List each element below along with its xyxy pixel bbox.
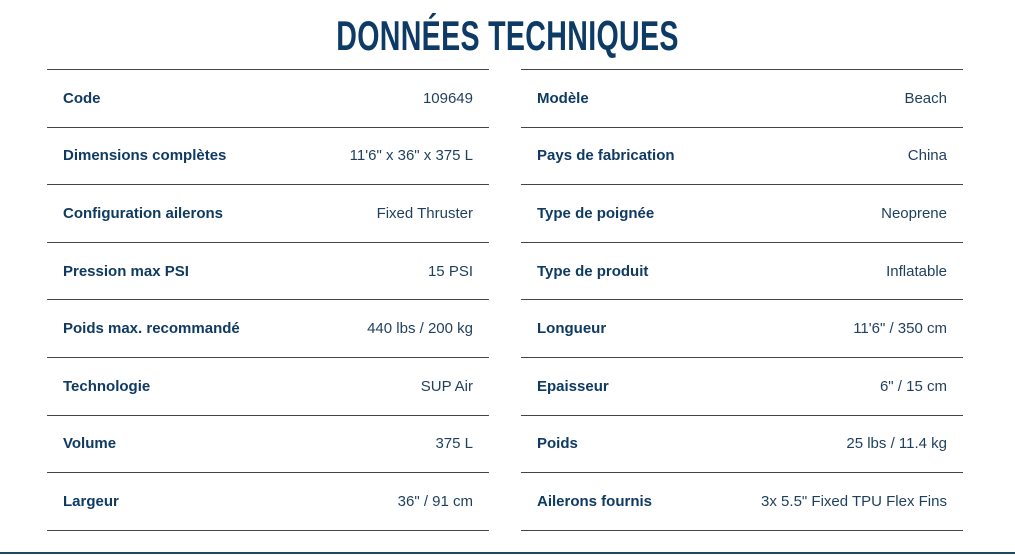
spec-row: Longueur 11'6" / 350 cm bbox=[521, 300, 963, 358]
spec-label: Longueur bbox=[537, 320, 607, 338]
spec-row: Modèle Beach bbox=[521, 70, 963, 128]
spec-row: Largeur 36" / 91 cm bbox=[47, 473, 489, 531]
spec-value: SUP Air bbox=[420, 377, 473, 395]
spec-label: Largeur bbox=[63, 492, 119, 510]
spec-label: Epaisseur bbox=[537, 377, 609, 395]
spec-label: Dimensions complètes bbox=[63, 147, 227, 165]
spec-value: 25 lbs / 11.4 kg bbox=[846, 435, 947, 453]
spec-label: Poids bbox=[537, 435, 578, 453]
spec-row: Dimensions complètes 11'6" x 36" x 375 L bbox=[47, 128, 489, 186]
spec-value: Inflatable bbox=[886, 262, 947, 280]
spec-value: 375 L bbox=[435, 435, 473, 453]
spec-table: Modèle Beach Pays de fabrication China Type … bbox=[521, 69, 963, 531]
spec-value: Beach bbox=[904, 89, 947, 107]
spec-label: Type de poignée bbox=[537, 204, 655, 222]
spec-row: Poids max. recommandé 440 lbs / 200 kg bbox=[47, 300, 489, 358]
spec-label: Type de produit bbox=[537, 262, 649, 280]
spec-row: Code 109649 bbox=[47, 70, 489, 128]
spec-label: Modèle bbox=[537, 89, 589, 107]
spec-row: Volume 375 L bbox=[47, 416, 489, 474]
spec-label: Volume bbox=[63, 435, 117, 453]
spec-value: 11'6" / 350 cm bbox=[853, 320, 947, 338]
spec-label: Configuration ailerons bbox=[63, 204, 224, 222]
spec-label: Poids max. recommandé bbox=[63, 320, 240, 338]
spec-row: Pays de fabrication China bbox=[521, 128, 963, 186]
spec-row: Pression max PSI 15 PSI bbox=[47, 243, 489, 301]
spec-value: 15 PSI bbox=[427, 262, 473, 280]
spec-value: 36" / 91 cm bbox=[397, 492, 473, 510]
spec-row: Type de poignée Neoprene bbox=[521, 185, 963, 243]
spec-row: Configuration ailerons Fixed Thruster bbox=[47, 185, 489, 243]
spec-row: Ailerons fournis 3x 5.5" Fixed TPU Flex F… bbox=[521, 473, 963, 531]
spec-label: Ailerons fournis bbox=[537, 492, 653, 510]
spec-value: Fixed Thruster bbox=[376, 204, 473, 222]
spec-row: Type de produit Inflatable bbox=[521, 243, 963, 301]
spec-value: China bbox=[907, 147, 947, 165]
spec-table: Code 109649 Dimensions complètes 11'6" x 36… bbox=[47, 69, 489, 531]
spec-value: 6" / 15 cm bbox=[879, 377, 947, 395]
spec-label: Pression max PSI bbox=[63, 262, 189, 280]
spec-row: Poids 25 lbs / 11.4 kg bbox=[521, 416, 963, 474]
spec-value: 3x 5.5" Fixed TPU Flex Fins bbox=[761, 492, 947, 510]
spec-value: Neoprene bbox=[881, 204, 947, 222]
spec-value: 109649 bbox=[422, 89, 473, 107]
section-title: DONNÉES TECHNIQUES bbox=[336, 12, 679, 59]
spec-row: Epaisseur 6" / 15 cm bbox=[521, 358, 963, 416]
spec-value: 11'6" x 36" x 375 L bbox=[349, 147, 473, 165]
spec-row: Technologie SUP Air bbox=[47, 358, 489, 416]
divider bbox=[0, 552, 1015, 554]
spec-label: Pays de fabrication bbox=[537, 147, 675, 165]
spec-label: Code bbox=[63, 89, 101, 107]
spec-label: Technologie bbox=[63, 377, 151, 395]
spec-value: 440 lbs / 200 kg bbox=[367, 320, 473, 338]
